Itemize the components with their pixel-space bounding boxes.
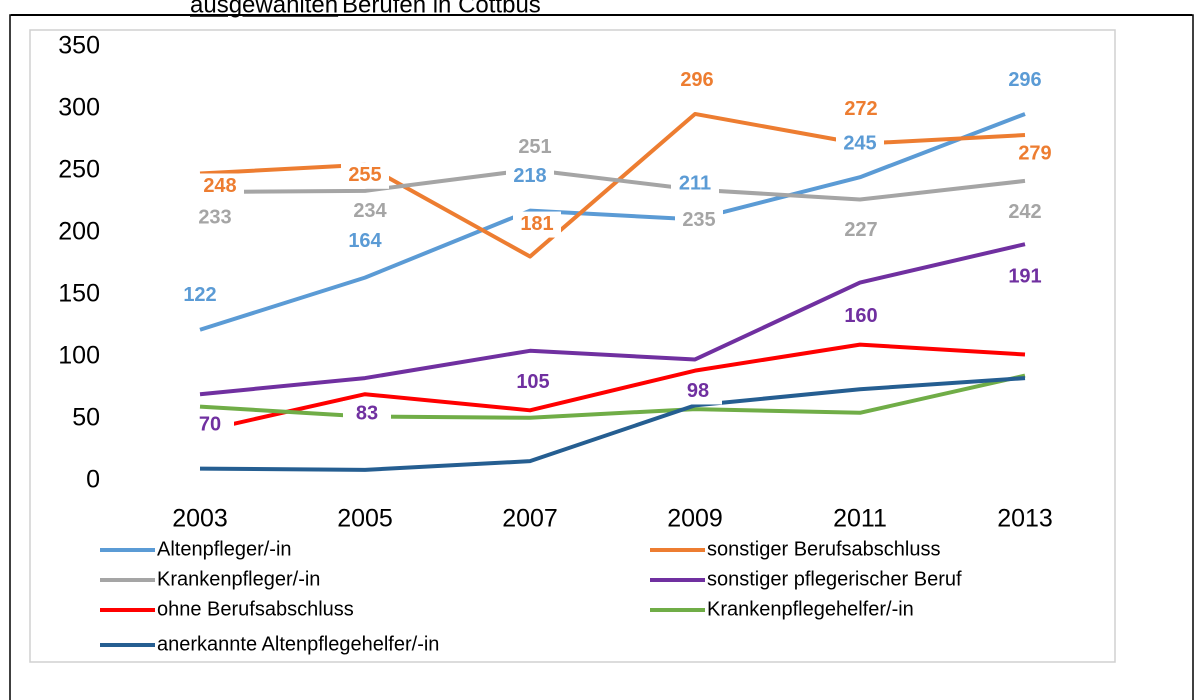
- chart-frame: [29, 29, 1116, 663]
- y-tick-label: 50: [72, 404, 100, 432]
- legend-label: Krankenpflegehelfer/-in: [707, 598, 914, 620]
- data-label-bg: [1001, 199, 1049, 226]
- data-label-bg: [343, 401, 391, 428]
- data-label: 227: [844, 219, 877, 241]
- y-tick-label: 300: [58, 94, 100, 122]
- data-label-bg: [341, 228, 389, 255]
- data-label: 181: [520, 213, 553, 235]
- data-label-bg: [673, 67, 721, 94]
- data-label: 98: [687, 380, 709, 402]
- data-label: 279: [1018, 142, 1051, 164]
- data-label-bg: [341, 162, 389, 189]
- chart-title-underlined: ausgewählten: [190, 0, 338, 18]
- legend-label: sonstiger pflegerischer Beruf: [707, 568, 962, 590]
- y-tick-label: 350: [58, 32, 100, 60]
- y-tick-label: 200: [58, 218, 100, 246]
- data-label: 233: [198, 206, 231, 228]
- legend-label: Krankenpfleger/-in: [157, 568, 320, 590]
- data-label-bg: [191, 205, 239, 232]
- series-line: [199, 111, 1026, 259]
- data-label: 272: [844, 98, 877, 120]
- data-label-bg: [506, 163, 554, 190]
- data-label-bg: [675, 207, 723, 234]
- data-label-bg: [837, 303, 885, 330]
- data-label-bg: [509, 369, 557, 396]
- data-label: 218: [513, 165, 546, 187]
- data-label: 255: [348, 164, 381, 186]
- legend-label: Altenpfleger/-in: [157, 538, 292, 560]
- data-label: 245: [843, 132, 876, 154]
- data-label: 122: [183, 284, 216, 306]
- data-label: 191: [1008, 265, 1041, 287]
- series-line: [199, 167, 1026, 202]
- data-label: 234: [353, 200, 387, 222]
- chart-title: Berufen in Cottbus: [342, 0, 541, 18]
- x-tick-label: 2005: [337, 505, 393, 533]
- series-line: [199, 376, 1026, 472]
- title-mask: [9, 0, 1199, 14]
- y-tick-label: 0: [86, 466, 100, 494]
- data-label-bg: [511, 134, 559, 161]
- data-label: 164: [348, 230, 382, 252]
- data-label-bg: [671, 171, 719, 198]
- x-tick-label: 2013: [997, 505, 1053, 533]
- y-tick-label: 150: [58, 280, 100, 308]
- data-label: 211: [679, 173, 711, 195]
- data-label-bg: [1001, 264, 1049, 291]
- x-tick-label: 2009: [667, 505, 723, 533]
- data-label-bg: [513, 211, 561, 238]
- x-tick-label: 2003: [172, 505, 228, 533]
- data-label: 235: [682, 209, 715, 231]
- data-label: 296: [680, 69, 713, 91]
- data-label-bg: [837, 96, 885, 123]
- data-label-bg: [837, 217, 885, 244]
- x-tick-label: 2007: [502, 505, 558, 533]
- y-tick-label: 100: [58, 342, 100, 370]
- series-line: [199, 112, 1026, 332]
- data-label-bg: [176, 282, 224, 309]
- legend-label: sonstiger Berufsabschluss: [707, 538, 940, 560]
- series-line: [199, 342, 1026, 434]
- data-label-bg: [1011, 141, 1059, 168]
- data-label: 160: [844, 305, 877, 327]
- data-label-bg: [196, 173, 244, 200]
- data-label: 242: [1008, 201, 1041, 223]
- data-label: 105: [516, 371, 549, 393]
- x-tick-label: 2011: [833, 505, 887, 533]
- data-label-bg: [1001, 67, 1049, 94]
- data-label: 248: [203, 175, 236, 197]
- data-label-bg: [186, 412, 234, 439]
- frame-top: [11, 14, 1192, 16]
- legend-label: anerkannte Altenpflegehelfer/-in: [157, 633, 439, 655]
- legend-label: ohne Berufsabschluss: [157, 598, 354, 620]
- data-label: 251: [518, 136, 551, 158]
- data-label-bg: [346, 198, 394, 225]
- y-tick-label: 250: [58, 156, 100, 184]
- data-label: 70: [199, 413, 221, 435]
- data-label: 296: [1008, 69, 1041, 91]
- series-line: [199, 242, 1026, 397]
- data-label: 83: [356, 402, 378, 424]
- data-label-bg: [674, 378, 722, 405]
- series-line: [199, 373, 1026, 420]
- data-label-bg: [836, 131, 884, 158]
